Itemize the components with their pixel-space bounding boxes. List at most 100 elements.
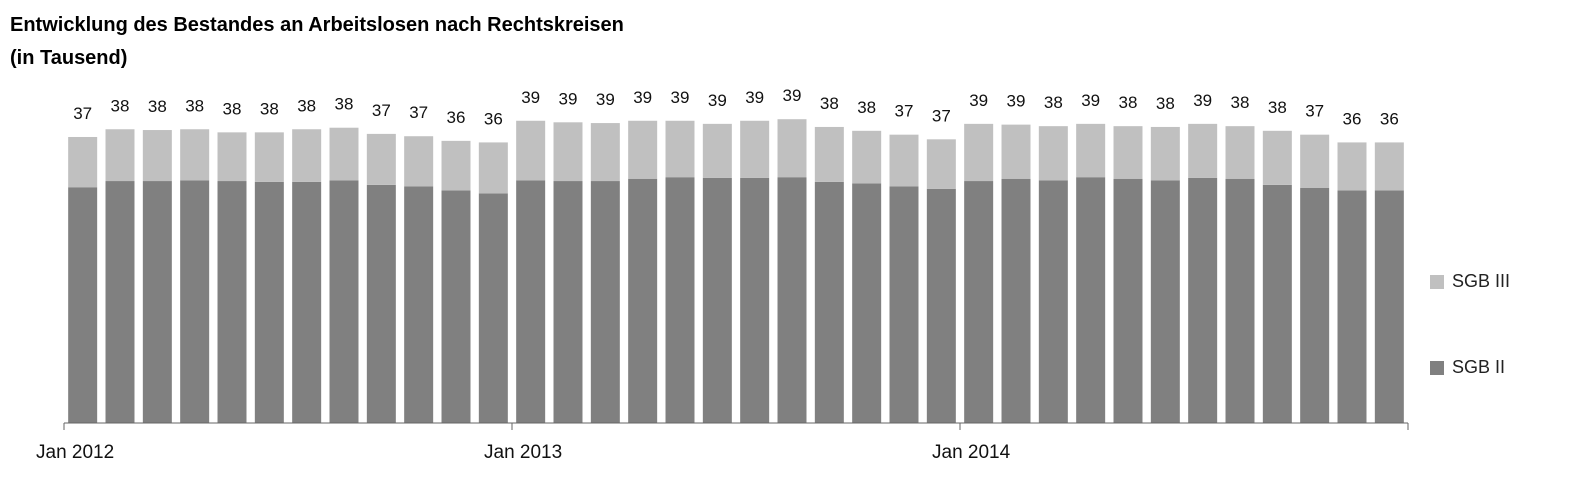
legend-label-sgb-ii: SGB II [1452,357,1506,377]
bar-sgb-iii [628,120,658,179]
bar-sgb-iii [478,142,508,194]
bar-sgb-ii [665,177,695,423]
bar-sgb-iii [1225,126,1255,179]
bar-sgb-ii [590,181,620,423]
bar-sgb-iii [740,120,770,178]
data-label: 38 [1156,94,1175,113]
bar-sgb-ii [329,180,359,423]
data-label: 38 [111,96,130,115]
data-label: 38 [297,96,316,115]
bar-sgb-iii [1374,142,1404,191]
data-label: 39 [596,90,615,109]
bar-sgb-iii [180,129,210,181]
bar-sgb-ii [964,181,994,423]
bar-sgb-iii [926,139,956,189]
bar-sgb-ii [404,186,434,423]
x-tick-label: Jan 2012 [36,442,114,463]
bar-sgb-ii [478,193,508,423]
bar-sgb-ii [553,181,583,423]
data-label: 38 [1231,93,1250,112]
bar-sgb-iii [1262,130,1292,185]
bar-sgb-iii [777,119,807,178]
data-label: 38 [857,98,876,117]
bar-sgb-ii [1300,188,1330,423]
data-label: 38 [185,96,204,115]
bar-sgb-ii [516,180,546,423]
data-label: 38 [223,99,242,118]
bar-sgb-iii [1038,126,1068,181]
bar-sgb-iii [217,132,247,182]
bar-sgb-ii [366,184,396,423]
data-label: 39 [783,86,802,105]
data-label: 39 [969,91,988,110]
data-label: 36 [484,109,503,128]
data-label: 39 [1007,92,1026,111]
x-tick-label: Jan 2013 [484,442,562,463]
bar-sgb-iii [1300,134,1330,189]
bar-sgb-ii [180,180,210,423]
chart-title: Entwicklung des Bestandes an Arbeitslose… [10,14,624,36]
data-label: 39 [671,88,690,107]
bar-sgb-iii [1150,126,1180,181]
bar-sgb-ii [1188,177,1218,423]
data-label: 36 [447,108,466,127]
chart-subtitle: (in Tausend) [10,47,128,69]
bar-sgb-ii [1113,178,1143,423]
bar-sgb-iii [665,120,695,178]
bar-sgb-ii [292,181,322,423]
bar-sgb-iii [404,136,434,187]
data-label: 37 [1305,102,1324,121]
bar-sgb-iii [852,130,882,184]
bar-sgb-iii [1337,142,1367,191]
bar-sgb-iii [254,132,284,182]
bar-sgb-ii [1337,190,1367,423]
legend-label-sgb-iii: SGB III [1452,271,1511,291]
bar-sgb-ii [68,187,98,423]
data-label: 39 [1081,91,1100,110]
bar-sgb-ii [777,177,807,423]
bar-sgb-iii [964,123,994,182]
bar-sgb-iii [814,126,844,182]
data-label: 38 [1044,93,1063,112]
bar-sgb-ii [1150,180,1180,423]
bar-sgb-ii [1076,177,1106,423]
bar-sgb-ii [142,181,172,423]
data-label: 38 [1119,93,1138,112]
bar-sgb-ii [926,188,956,423]
bar-sgb-iii [889,134,919,187]
bar-sgb-ii [814,181,844,423]
data-label: 37 [73,104,92,123]
data-label: 36 [1343,109,1362,128]
bar-sgb-iii [441,140,471,191]
data-label: 37 [932,106,951,125]
data-label: 38 [1268,98,1287,117]
bar-sgb-ii [852,183,882,423]
x-tick-label: Jan 2014 [932,442,1011,463]
bar-sgb-ii [1262,184,1292,423]
bar-sgb-ii [628,178,658,423]
bar-sgb-iii [1076,123,1106,178]
legend-item-sgb-iii: SGB III [1430,271,1510,292]
data-label: 38 [335,95,354,114]
bar-sgb-iii [1001,124,1031,179]
bar-sgb-iii [292,129,322,182]
data-label: 37 [372,101,391,120]
bar-sgb-ii [105,181,135,423]
bar-sgb-iii [702,123,732,178]
bar-sgb-iii [516,120,546,181]
bar-sgb-iii [366,133,396,185]
data-label: 39 [559,89,578,108]
legend-item-sgb-ii: SGB II [1430,357,1505,378]
data-label: 36 [1380,109,1399,128]
bar-sgb-iii [1113,126,1143,179]
bar-sgb-iii [142,130,172,182]
bar-sgb-ii [889,186,919,423]
data-label: 39 [745,88,764,107]
bar-sgb-iii [68,136,98,188]
bar-sgb-ii [254,181,284,423]
data-label: 37 [409,103,428,122]
bar-sgb-ii [217,181,247,423]
bar-sgb-ii [441,190,471,423]
bar-sgb-iii [553,122,583,182]
